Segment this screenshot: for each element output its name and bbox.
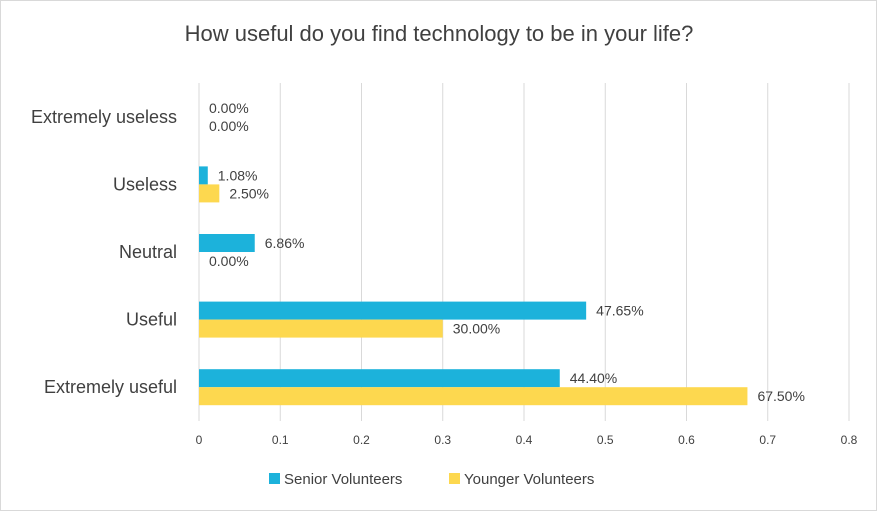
data-label: 0.00% bbox=[209, 100, 249, 116]
bar-senior bbox=[199, 301, 587, 320]
chart-title: How useful do you find technology to be … bbox=[185, 21, 694, 46]
data-label: 6.86% bbox=[265, 235, 305, 251]
data-label: 30.00% bbox=[453, 321, 500, 337]
bar-senior bbox=[199, 234, 255, 252]
x-tick-label: 0.4 bbox=[516, 433, 533, 447]
category-label: Neutral bbox=[119, 242, 177, 262]
bar-senior bbox=[199, 166, 208, 185]
legend: Senior Volunteers Younger Volunteers bbox=[269, 471, 594, 488]
data-label: 44.40% bbox=[570, 370, 617, 386]
labels: 0 0.1 0.2 0.3 0.4 0.5 0.6 0.7 0.8 Extremely usele… bbox=[31, 100, 858, 447]
category-label: Extremely useless bbox=[31, 107, 177, 127]
x-tick-label: 0 bbox=[196, 433, 203, 447]
x-tick-label: 0.3 bbox=[434, 433, 451, 447]
category-label: Useless bbox=[113, 174, 177, 194]
x-tick-label: 0.6 bbox=[678, 433, 695, 447]
x-tick-label: 0.5 bbox=[597, 433, 614, 447]
legend-swatch bbox=[269, 473, 280, 484]
data-label: 67.50% bbox=[757, 388, 804, 404]
data-label: 2.50% bbox=[229, 185, 269, 201]
gridlines bbox=[198, 83, 850, 421]
bar-younger bbox=[199, 319, 443, 338]
bar-senior bbox=[199, 369, 560, 388]
data-label: 1.08% bbox=[218, 167, 258, 183]
bars bbox=[199, 166, 748, 406]
category-label: Useful bbox=[126, 310, 177, 330]
category-label: Extremely useful bbox=[44, 377, 177, 397]
bar-younger bbox=[199, 184, 220, 203]
legend-swatch bbox=[449, 473, 460, 484]
data-label: 47.65% bbox=[596, 303, 643, 319]
bar-younger bbox=[199, 387, 748, 406]
legend-label: Senior Volunteers bbox=[284, 471, 402, 488]
x-tick-label: 0.8 bbox=[841, 433, 858, 447]
x-tick-label: 0.1 bbox=[272, 433, 289, 447]
x-tick-label: 0.2 bbox=[353, 433, 370, 447]
data-label: 0.00% bbox=[209, 253, 249, 269]
x-tick-label: 0.7 bbox=[759, 433, 776, 447]
legend-label: Younger Volunteers bbox=[464, 471, 594, 488]
data-label: 0.00% bbox=[209, 118, 249, 134]
